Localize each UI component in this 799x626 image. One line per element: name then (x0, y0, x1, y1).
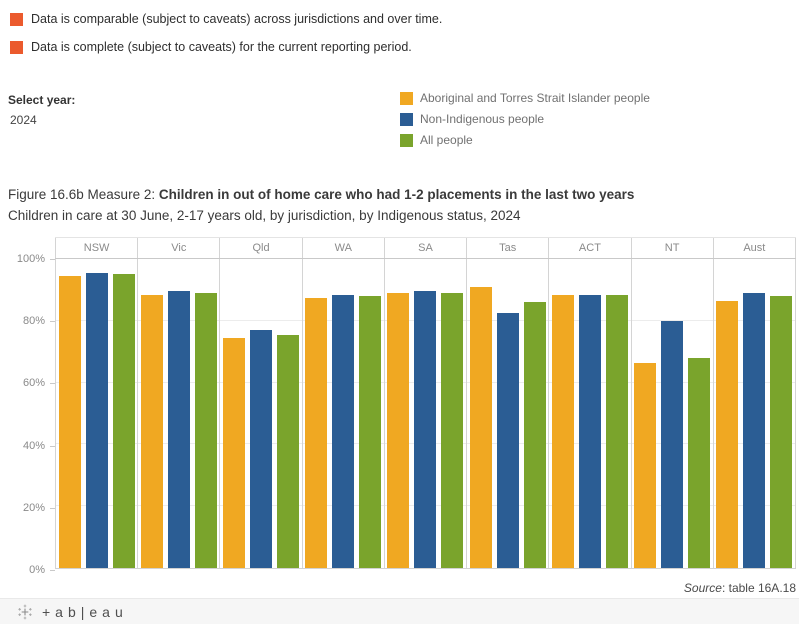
column-header-wa: WA (301, 238, 384, 258)
bar-sa-all[interactable] (441, 293, 464, 568)
year-filter: Select year: 2024 (8, 93, 75, 127)
legend-swatch-icon (400, 91, 413, 105)
panel-aust (712, 259, 796, 568)
legend-label: Aboriginal and Torres Strait Islander pe… (420, 91, 650, 105)
column-headers: NSW Vic Qld WA SA Tas ACT NT Aust (55, 237, 796, 258)
panel-act (548, 259, 630, 568)
column-header-nt: NT (630, 238, 713, 258)
y-axis-label: 20% (22, 501, 45, 514)
bar-tas-non-indigenous[interactable] (496, 313, 519, 568)
y-axis-label: 100% (16, 253, 45, 265)
legend-item-all[interactable]: All people (400, 133, 650, 147)
bar-wa-all[interactable] (359, 296, 382, 568)
y-axis-label: 0% (29, 564, 45, 576)
y-axis-tick (50, 445, 55, 447)
bar-aust-non-indigenous[interactable] (743, 293, 766, 568)
column-header-aust: Aust (712, 238, 796, 258)
source-note: Source: table 16A.18 (683, 581, 796, 595)
y-axis-tick (50, 383, 55, 385)
bar-vic-all[interactable] (194, 293, 217, 568)
bar-nt-all[interactable] (688, 357, 711, 568)
panel-nt (630, 259, 713, 568)
bar-act-all[interactable] (605, 294, 628, 568)
legend-item-non-indigenous[interactable]: Non-Indigenous people (400, 112, 650, 126)
bar-nsw-all[interactable] (112, 274, 135, 568)
bar-aust-all[interactable] (770, 296, 793, 568)
bar-sa-indigenous[interactable] (387, 293, 410, 568)
bar-act-indigenous[interactable] (551, 294, 574, 568)
bar-nsw-indigenous[interactable] (58, 276, 81, 568)
caveat-item-complete: Data is complete (subject to caveats) fo… (10, 40, 442, 55)
bar-aust-indigenous[interactable] (716, 300, 739, 568)
page-subtitle: Children in care at 30 June, 2-17 years … (8, 208, 521, 223)
legend-swatch-icon (400, 112, 413, 126)
panels (55, 259, 796, 568)
y-axis-label: 60% (22, 377, 45, 390)
year-select[interactable]: 2024 (10, 113, 37, 127)
bar-nt-indigenous[interactable] (634, 362, 657, 568)
bar-nt-non-indigenous[interactable] (661, 320, 684, 568)
panel-nsw (55, 259, 137, 568)
bar-wa-non-indigenous[interactable] (332, 294, 355, 568)
legend-label: All people (420, 133, 473, 147)
panel-qld (219, 259, 301, 568)
column-header-qld: Qld (219, 238, 301, 258)
y-axis-tick (50, 259, 55, 260)
color-legend: Aboriginal and Torres Strait Islander pe… (400, 91, 650, 154)
column-header-vic: Vic (137, 238, 219, 258)
bar-tas-all[interactable] (523, 302, 546, 568)
caveat-square-icon (10, 41, 23, 54)
legend-item-indigenous[interactable]: Aboriginal and Torres Strait Islander pe… (400, 91, 650, 105)
caveat-square-icon (10, 13, 23, 26)
y-axis-tick (50, 570, 55, 571)
bar-qld-all[interactable] (277, 334, 300, 568)
y-axis-label: 40% (22, 439, 45, 452)
panel-wa (301, 259, 384, 568)
y-axis-tick (50, 507, 55, 509)
caveat-label: Data is comparable (subject to caveats) … (31, 12, 443, 26)
bar-wa-indigenous[interactable] (305, 297, 328, 568)
bar-sa-non-indigenous[interactable] (414, 291, 437, 568)
bar-qld-indigenous[interactable] (223, 337, 246, 568)
y-axis-label: 80% (22, 315, 45, 328)
bar-act-non-indigenous[interactable] (578, 294, 601, 568)
panel-sa (383, 259, 466, 568)
page-title: Figure 16.6b Measure 2: Children in out … (8, 187, 635, 202)
bar-tas-indigenous[interactable] (469, 286, 492, 568)
caveat-label: Data is complete (subject to caveats) fo… (31, 40, 412, 54)
bar-nsw-non-indigenous[interactable] (85, 272, 108, 568)
tableau-wordmark: +ab|eau (42, 603, 128, 620)
bar-vic-non-indigenous[interactable] (167, 291, 190, 568)
bar-vic-indigenous[interactable] (140, 294, 163, 568)
plot-area (55, 258, 796, 569)
select-year-label: Select year: (8, 93, 76, 107)
bar-chart: 100% 80% 60% 40% 20% 0% NSW Vic Qld WA SA Tas ACT NT… (0, 237, 799, 576)
panel-vic (137, 259, 219, 568)
column-header-tas: Tas (466, 238, 548, 258)
legend-label: Non-Indigenous people (420, 112, 545, 126)
y-axis: 100% 80% 60% 40% 20% 0% (0, 237, 55, 576)
tableau-logo-icon (17, 604, 33, 620)
title-block: Figure 16.6b Measure 2: Children in out … (8, 184, 788, 226)
y-axis-tick (50, 321, 55, 323)
caveat-legend: Data is comparable (subject to caveats) … (10, 12, 442, 68)
tableau-footer-bar[interactable]: +ab|eau (0, 598, 799, 624)
caveat-item-comparable: Data is comparable (subject to caveats) … (10, 12, 442, 27)
legend-swatch-icon (400, 133, 413, 147)
column-header-sa: SA (383, 238, 466, 258)
bar-qld-non-indigenous[interactable] (250, 330, 273, 568)
panel-tas (466, 259, 548, 568)
column-header-nsw: NSW (55, 238, 137, 258)
column-header-act: ACT (548, 238, 630, 258)
